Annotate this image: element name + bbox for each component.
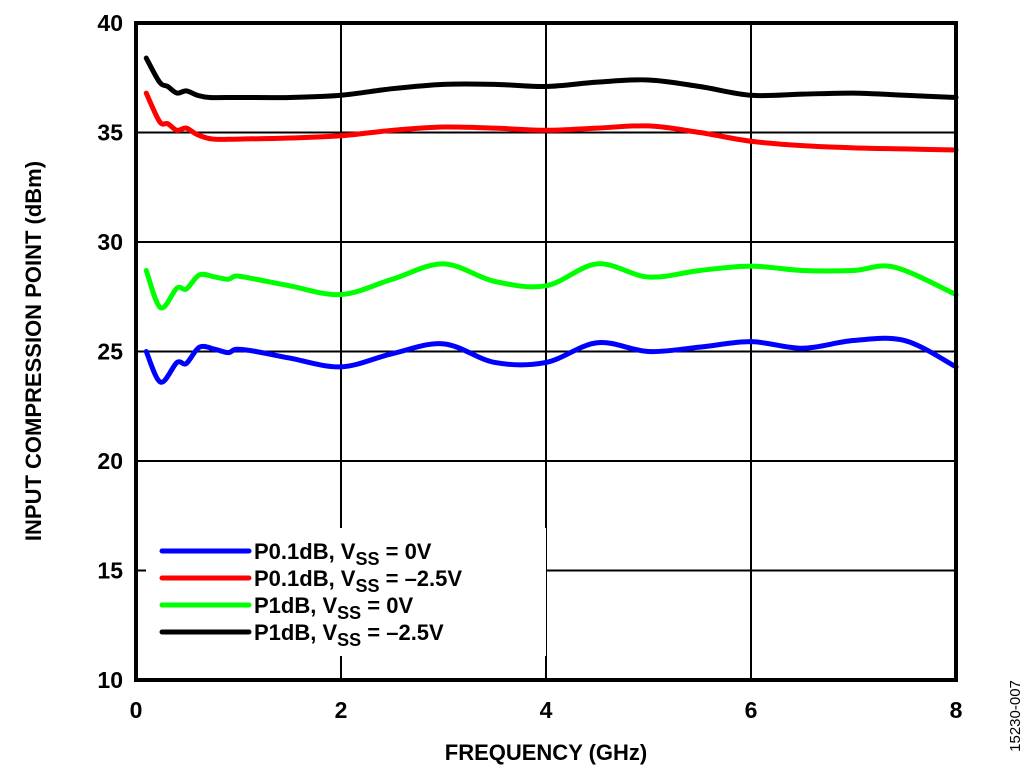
- legend-label: P1dB, VSS = 0V: [254, 593, 413, 623]
- series-line-0: [143, 335, 959, 385]
- y-tick-label: 20: [97, 448, 123, 474]
- y-tick-label: 15: [97, 558, 123, 584]
- legend-label: P0.1dB, VSS = 0V: [254, 539, 432, 569]
- y-axis-label: INPUT COMPRESSION POINT (dBm): [21, 161, 46, 541]
- plot-frame: [134, 21, 958, 682]
- series-layer: [143, 55, 959, 385]
- y-tick-label: 40: [97, 10, 123, 36]
- legend-label: P1dB, VSS = –2.5V: [254, 620, 444, 650]
- x-tick-label: 8: [950, 697, 963, 723]
- legend-label: P0.1dB, VSS = –2.5V: [254, 566, 462, 596]
- x-axis-label: FREQUENCY (GHz): [445, 740, 648, 765]
- x-tick-label: 4: [540, 697, 553, 723]
- y-tick-label: 35: [97, 120, 123, 146]
- x-tick-label: 6: [745, 697, 758, 723]
- figure-id: 15230-007: [1007, 680, 1024, 752]
- tick-labels: 0 2 4 6 8 10 15 20 25 30 35 40: [97, 10, 962, 723]
- x-tick-label: 0: [130, 697, 143, 723]
- y-tick-label: 30: [97, 229, 123, 255]
- y-tick-label: 10: [97, 667, 123, 693]
- x-tick-label: 2: [335, 697, 348, 723]
- series-line-3: [143, 55, 959, 101]
- y-tick-label: 25: [97, 339, 123, 365]
- series-line-1: [143, 90, 959, 153]
- series-line-2: [143, 261, 959, 311]
